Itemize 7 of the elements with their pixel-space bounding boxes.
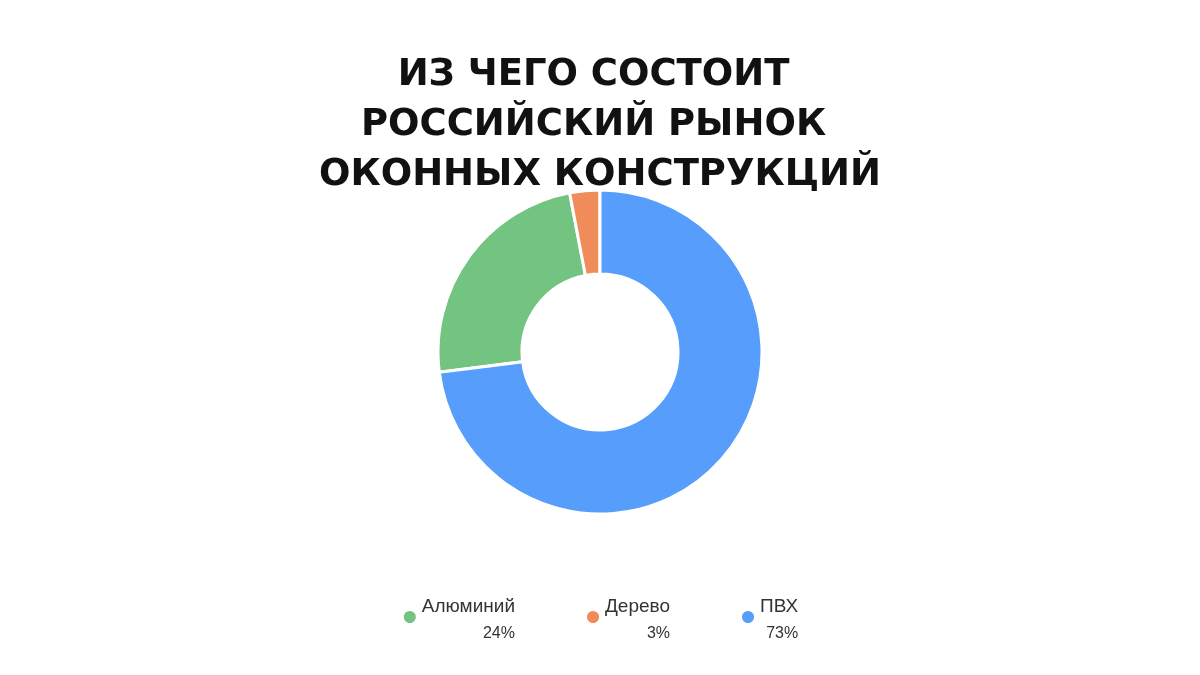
chart-title: ИЗ ЧЕГО СОСТОИТ РОССИЙСКИЙ РЫНОК ОКОННЫХ КОНСТРУКЦИЙ xyxy=(318,50,882,194)
legend-label: Алюминий xyxy=(421,594,516,616)
legend-label: ПВХ xyxy=(760,594,799,616)
data-label: 24% xyxy=(482,623,515,641)
legend-label: Дерево xyxy=(605,594,671,616)
data-label: 3% xyxy=(646,623,671,641)
data-label: 73% xyxy=(766,623,799,641)
